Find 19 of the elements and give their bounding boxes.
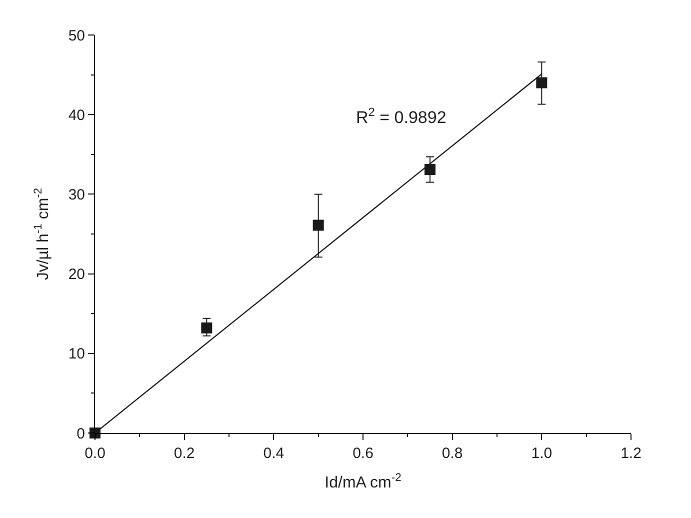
x-axis-title: Id/mA cm$^{-2}$ xyxy=(324,472,402,492)
y-tick-label: 50 xyxy=(68,27,85,44)
annotation: R$^{2}$ = 0.9892 xyxy=(356,105,446,128)
x-tick-label: 1.2 xyxy=(620,445,642,462)
x-tick-label: 0.2 xyxy=(174,445,195,462)
x-tick-label: 0.8 xyxy=(442,445,463,462)
y-tick-label: 40 xyxy=(68,106,85,124)
x-tick-label: 0.0 xyxy=(84,445,106,462)
x-tick-label: 1.0 xyxy=(531,445,552,462)
point xyxy=(312,220,324,231)
y-tick-label: 20 xyxy=(68,266,85,284)
point xyxy=(536,77,548,88)
point xyxy=(201,322,212,334)
x-tick-label: 0.4 xyxy=(263,445,284,462)
y-tick-label: 30 xyxy=(68,186,85,204)
y-tick-label: 0 xyxy=(76,425,85,442)
y-tick-label: 10 xyxy=(68,346,85,363)
x-tick-label: 0.6 xyxy=(352,445,374,462)
point xyxy=(424,164,436,176)
